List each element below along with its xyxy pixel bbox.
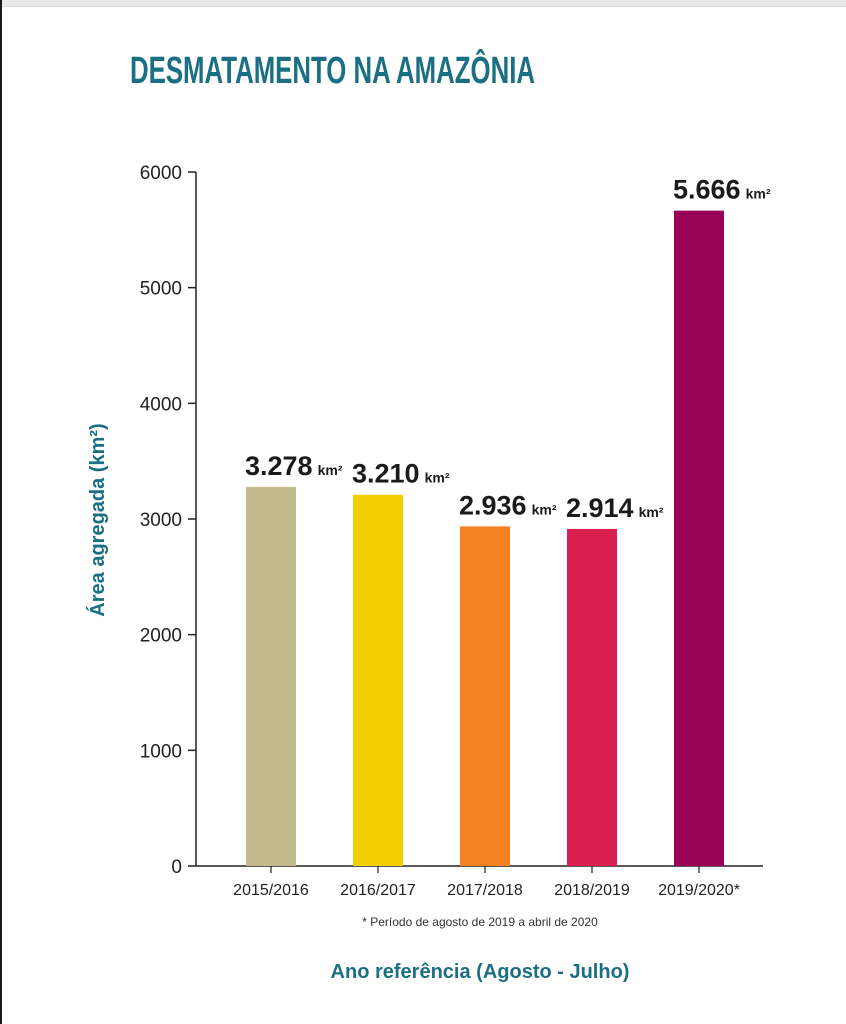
data-label-unit: km² [639, 504, 664, 520]
data-label-value: 2.914 [566, 493, 634, 523]
data-label-unit: km² [746, 186, 771, 202]
chart-title: DESMATAMENTO NA AMAZÔNIA [130, 47, 535, 92]
y-axis-label: Área agregada (km²) [86, 423, 109, 616]
x-tick-label: 2018/2019 [554, 882, 630, 899]
footnote: * Período de agosto de 2019 a abril de 2… [362, 915, 598, 929]
value-labels: 3.278 km² 3.210 km² 2.936 km² 2.914 km² 5.666 km² [245, 175, 771, 523]
y-tick-label: 3000 [140, 510, 182, 531]
data-label: 3.278 km² [245, 451, 343, 481]
x-tick-label: 2017/2018 [447, 882, 523, 899]
y-tick-label: 6000 [140, 163, 182, 184]
data-label-value: 5.666 [673, 175, 741, 205]
data-label-value: 3.210 [352, 459, 420, 489]
data-label: 5.666 km² [673, 175, 771, 205]
bars [246, 210, 724, 866]
y-ticks: 0 1000 2000 3000 4000 5000 6000 [140, 163, 196, 878]
data-label: 2.936 km² [459, 490, 557, 520]
category-labels: 2015/2016 2016/2017 2017/2018 2018/2019 2019… [233, 866, 740, 899]
bar-20152016 [246, 486, 296, 866]
y-tick-label: 1000 [140, 741, 182, 762]
bar-20172018 [460, 526, 510, 866]
data-label-value: 3.278 [245, 451, 313, 481]
data-label-unit: km² [318, 462, 343, 478]
data-label: 3.210 km² [352, 459, 450, 489]
window-left-border [0, 0, 2, 1024]
data-label: 2.914 km² [566, 493, 664, 523]
x-axis-label: Ano referência (Agosto - Julho) [331, 961, 630, 983]
x-tick-label: 2019/2020* [658, 882, 740, 899]
bar-20162017 [353, 494, 403, 866]
data-label-unit: km² [425, 470, 450, 486]
data-label-value: 2.936 [459, 490, 527, 520]
x-tick-label: 2015/2016 [233, 882, 309, 899]
y-tick-label: 2000 [140, 626, 182, 647]
y-tick-label: 0 [171, 857, 182, 878]
x-tick-label: 2016/2017 [340, 882, 416, 899]
y-tick-label: 5000 [140, 279, 182, 300]
bar-20192020 [674, 210, 724, 866]
window-top-border [0, 0, 846, 7]
bar-20182019 [567, 528, 617, 866]
data-label-unit: km² [532, 501, 557, 517]
y-tick-label: 4000 [140, 394, 182, 415]
